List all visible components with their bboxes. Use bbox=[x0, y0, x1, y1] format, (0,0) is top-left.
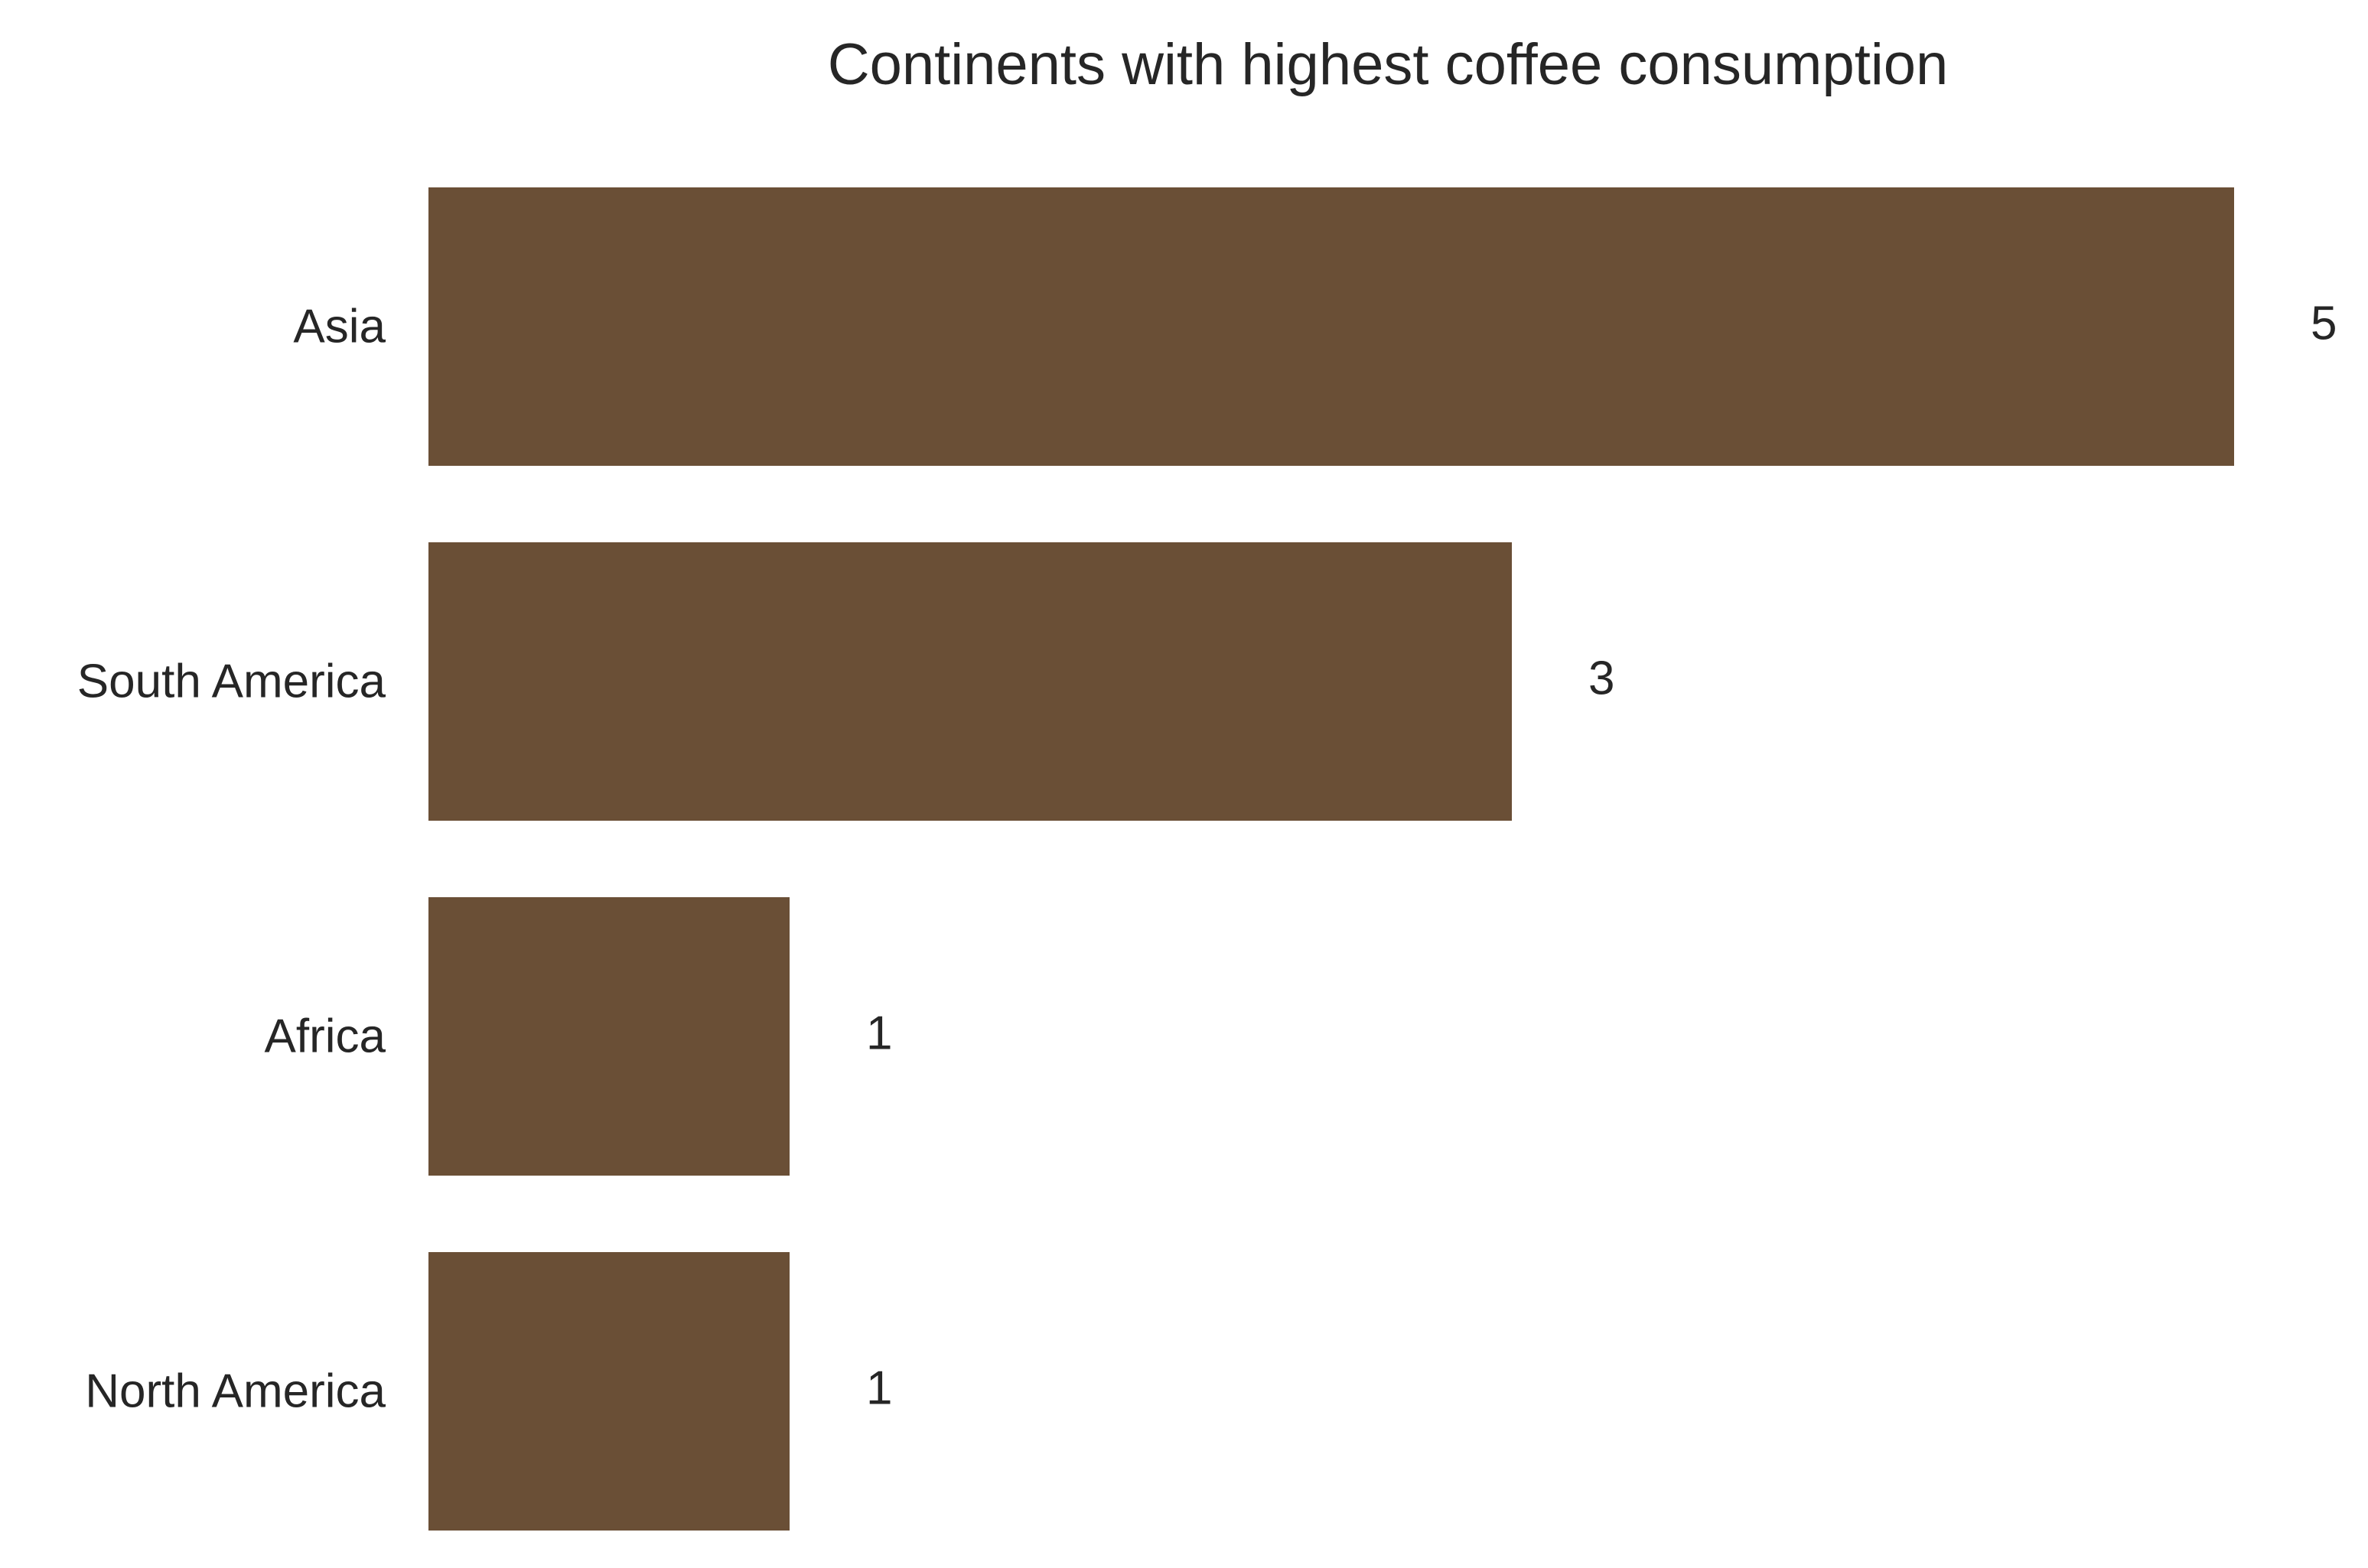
tick-label-south-america: South America bbox=[77, 656, 386, 708]
chart-title: Continents with highest coffee consumpti… bbox=[828, 32, 1949, 97]
bars-layer bbox=[428, 187, 2234, 1531]
tick-label-asia: Asia bbox=[293, 301, 386, 353]
data-labels: 5 3 1 1 bbox=[866, 298, 2337, 1415]
bar-asia bbox=[428, 187, 2234, 466]
tick-label-africa: Africa bbox=[265, 1010, 386, 1063]
data-label-asia: 5 bbox=[2311, 298, 2337, 350]
bar-north-america bbox=[428, 1252, 790, 1531]
bar-africa bbox=[428, 897, 790, 1176]
category-tick-labels: Asia South America Africa North America bbox=[77, 301, 386, 1418]
data-label-africa: 1 bbox=[866, 1007, 892, 1060]
data-label-north-america: 1 bbox=[866, 1362, 892, 1415]
bar-south-america bbox=[428, 542, 1512, 821]
data-label-south-america: 3 bbox=[1588, 652, 1614, 705]
tick-label-north-america: North America bbox=[85, 1365, 386, 1418]
